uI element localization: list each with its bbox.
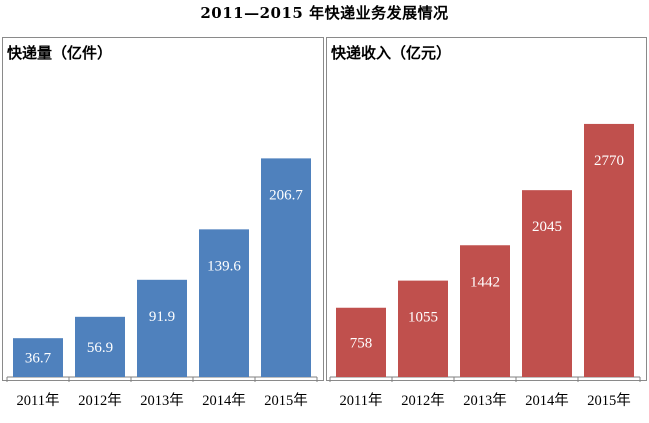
x-tick-label: 2014年 (202, 392, 246, 409)
revenue-value-label: 1442 (470, 274, 500, 290)
chart-title: 2011—2015 年快递业务发展情况 (200, 4, 449, 22)
panel-title: 快递收入（亿元） (331, 44, 452, 62)
revenue-bar (522, 190, 572, 377)
revenue-value-label: 2770 (594, 153, 624, 169)
x-tick-label: 2014年 (525, 392, 569, 409)
x-tick-label: 2012年 (401, 392, 445, 409)
volume-value-label: 206.7 (269, 187, 303, 203)
revenue-bar (336, 307, 386, 377)
x-tick-label: 2011年 (17, 392, 60, 409)
volume-value-label: 36.7 (25, 351, 52, 367)
x-tick-label: 2013年 (463, 392, 507, 409)
x-tick-label: 2012年 (78, 392, 122, 409)
revenue-value-label: 1055 (408, 310, 438, 326)
revenue-value-label: 2045 (532, 219, 562, 235)
revenue-bar (460, 245, 510, 377)
revenue-value-label: 758 (350, 335, 373, 351)
volume-value-label: 139.6 (207, 258, 241, 274)
x-tick-label: 2015年 (587, 392, 631, 409)
volume-bar (137, 279, 187, 377)
volume-bar (75, 316, 125, 377)
volume-bar (13, 338, 63, 377)
volume-bar (199, 229, 249, 377)
delivery-volume-panel: 快递量（亿件） (2, 37, 324, 381)
revenue-bar (584, 123, 634, 377)
revenue-bar (398, 280, 448, 377)
volume-value-label: 91.9 (149, 309, 175, 325)
delivery-revenue-panel: 快递收入（亿元） (326, 37, 647, 381)
panel-title: 快递量（亿件） (7, 44, 113, 62)
x-tick-label: 2013年 (140, 392, 184, 409)
volume-bar (261, 158, 311, 377)
x-tick-label: 2011年 (340, 392, 383, 409)
x-tick-label: 2015年 (264, 392, 308, 409)
volume-value-label: 56.9 (87, 340, 113, 356)
